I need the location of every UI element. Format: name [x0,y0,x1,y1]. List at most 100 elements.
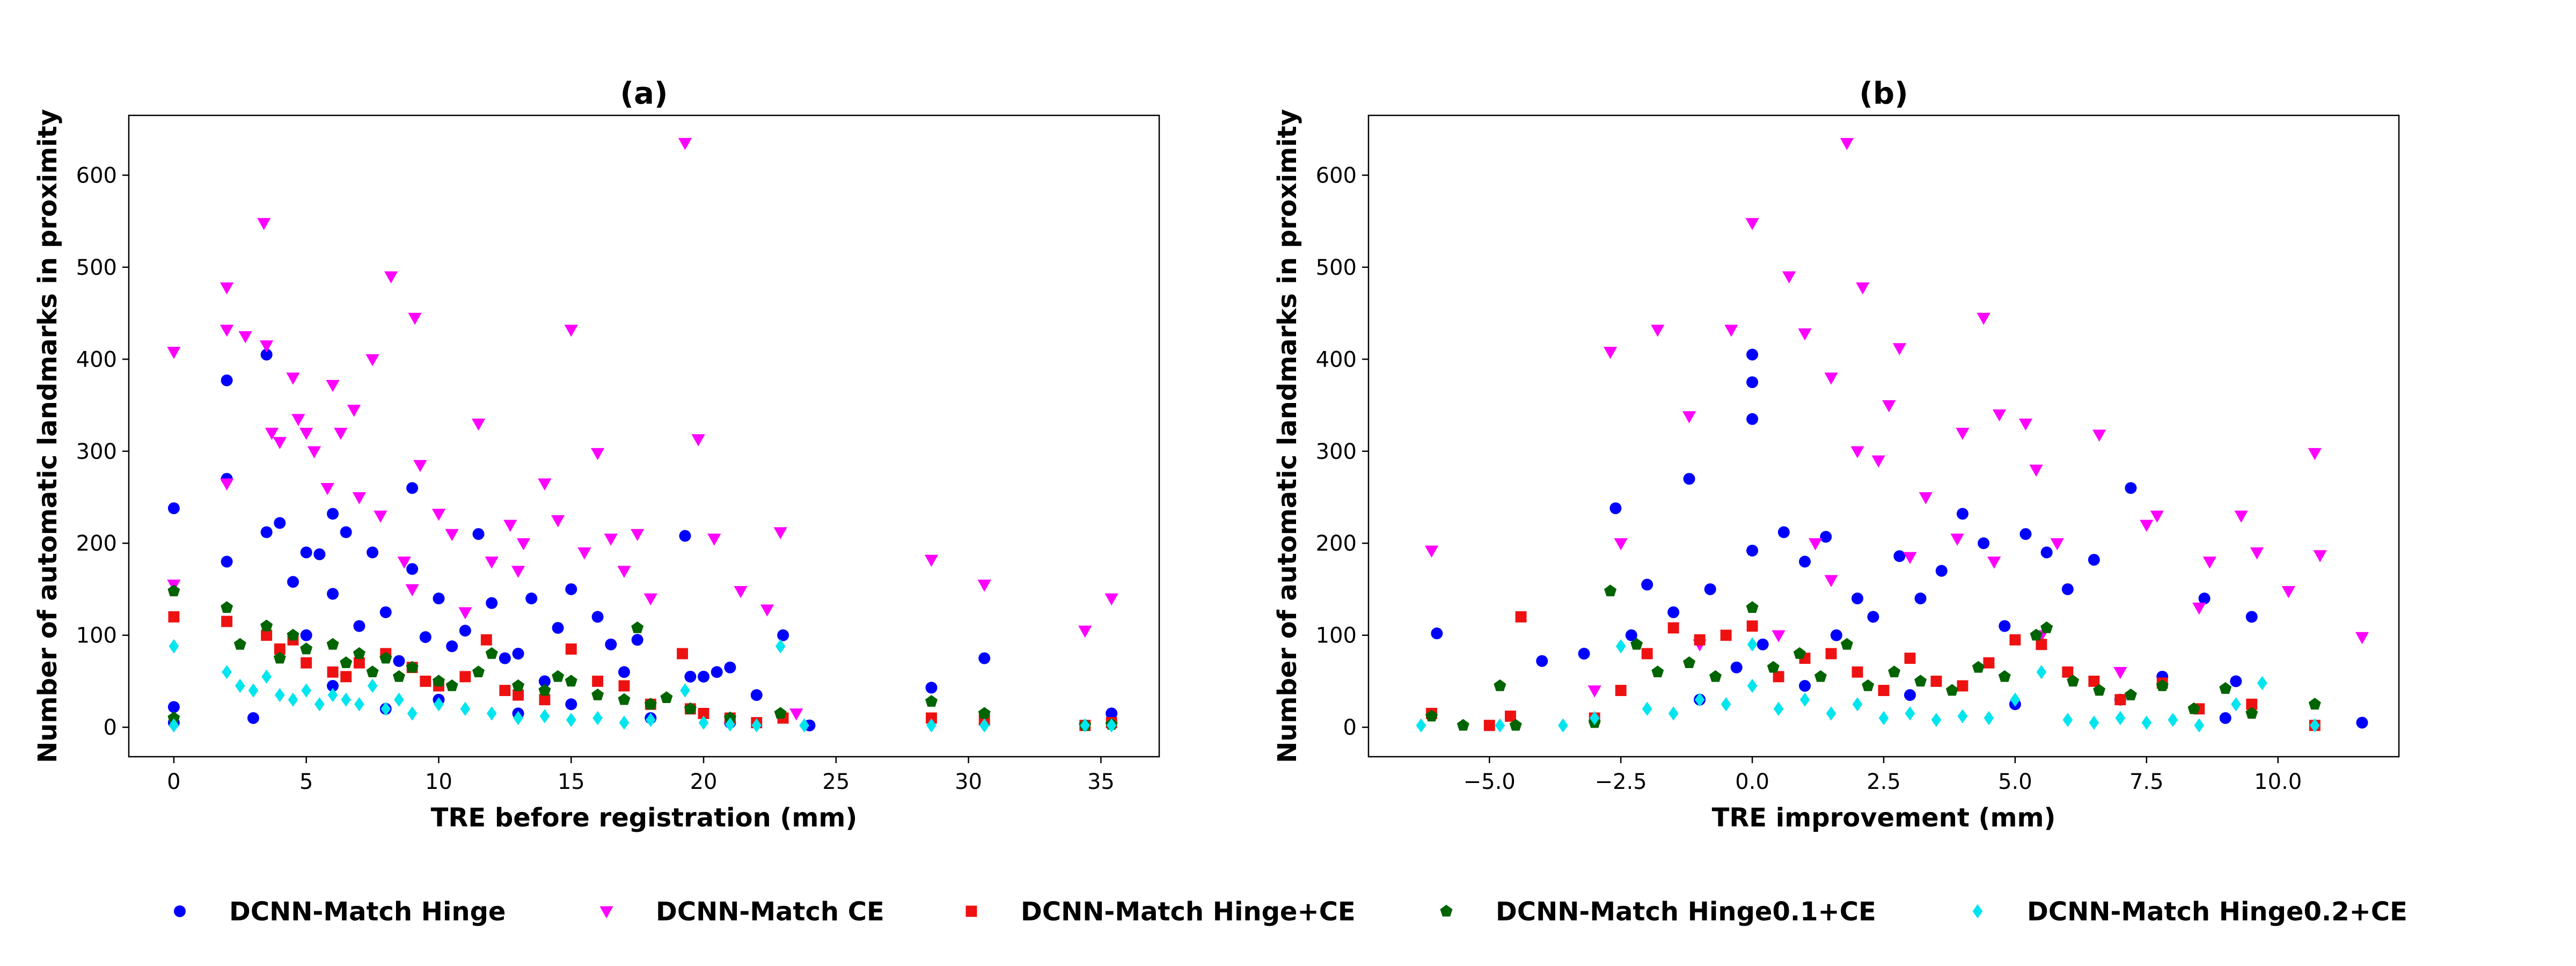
data-point [407,706,418,721]
data-point [445,679,458,691]
data-point [2219,682,2232,694]
data-point [1878,711,1889,726]
data-point [565,675,577,687]
data-point [392,670,405,682]
data-point [618,680,630,692]
data-point [1642,701,1652,716]
data-point [2245,611,2258,623]
data-point [365,354,379,367]
x-tick-label: 0 [167,770,180,794]
data-point [2250,547,2264,560]
data-point [2355,632,2369,645]
data-point [2036,665,2047,679]
data-point [260,340,274,353]
data-point [591,611,604,623]
series-2 [167,138,1118,721]
data-point [577,547,591,560]
data-point [353,657,365,669]
data-point [1747,678,1758,693]
data-point [1667,622,1679,634]
x-axis-label: TRE improvement (mm) [1712,803,2056,833]
data-point [2192,602,2206,615]
data-point [167,347,181,359]
data-point [2018,419,2033,431]
data-point [1878,685,1890,697]
data-point [340,526,352,538]
data-point [1104,593,1118,606]
scatter-points [1416,138,2369,733]
data-point [1957,680,1968,692]
data-point [327,508,339,520]
data-point [516,538,531,551]
data-point [631,634,643,646]
data-point [2198,592,2211,605]
data-point [539,694,551,706]
data-point [313,548,326,560]
data-point [1767,661,1780,673]
data-point [2050,538,2064,551]
data-point [327,588,339,600]
data-point [2062,666,2074,678]
data-point [169,718,179,733]
data-point [2067,675,2080,687]
data-point [1972,661,1985,673]
data-point [291,414,305,426]
y-tick-label: 400 [76,347,117,372]
data-point [1840,138,1854,150]
data-point [592,675,604,687]
data-point [1609,502,1622,515]
panel-b: −5.0 −2.5 0.0 2.5 5.0 7.5 10.0 0 100 200 300 400 500… [1272,76,2400,833]
data-point [1824,372,1838,385]
data-point [1724,325,1738,337]
series-2 [1424,138,2369,698]
data-point [408,312,422,325]
data-point [978,707,991,719]
data-point [631,621,644,633]
data-point [2030,628,2043,641]
series-3 [168,611,1117,731]
y-tick-label: 300 [76,440,117,464]
data-point [233,638,246,650]
data-point [2113,667,2127,679]
legend-item: DCNN-Match CE [599,897,884,927]
y-tick-label: 300 [1316,440,1357,464]
data-point [471,419,486,431]
scatter-points [167,138,1118,733]
data-point [2309,718,2320,733]
data-point [2125,482,2137,494]
legend-marker [599,906,613,919]
data-point [393,655,405,667]
y-tick-label: 500 [76,255,117,280]
x-tick-label: 10.0 [2254,770,2302,794]
data-point [406,482,419,494]
data-point [1850,446,1864,458]
data-point [374,510,387,523]
data-point [459,625,471,637]
y-tick-label: 100 [76,624,117,648]
data-point [274,687,285,702]
data-point [1830,629,1842,641]
data-point [734,586,748,598]
data-point [698,707,709,719]
legend: DCNN-Match Hinge DCNN-Match CE DCNN-Match … [174,897,2407,927]
data-point [1777,526,1790,538]
x-axis-label: TRE before registration (mm) [431,803,858,833]
data-point [565,643,577,655]
data-point [1747,637,1758,652]
data-point [307,446,321,458]
data-point [565,698,577,711]
data-point [326,638,339,650]
data-point [2313,550,2327,562]
data-point [2088,675,2100,687]
data-point [1424,545,1439,558]
data-point [274,643,286,655]
data-point [1977,312,1990,325]
data-point [413,460,427,472]
y-tick-label: 400 [1316,347,1357,372]
data-point [432,675,445,687]
data-point [1589,711,1600,726]
data-point [1721,697,1731,712]
data-point [1851,592,1864,605]
data-point [221,374,233,386]
data-point [1746,413,1759,425]
